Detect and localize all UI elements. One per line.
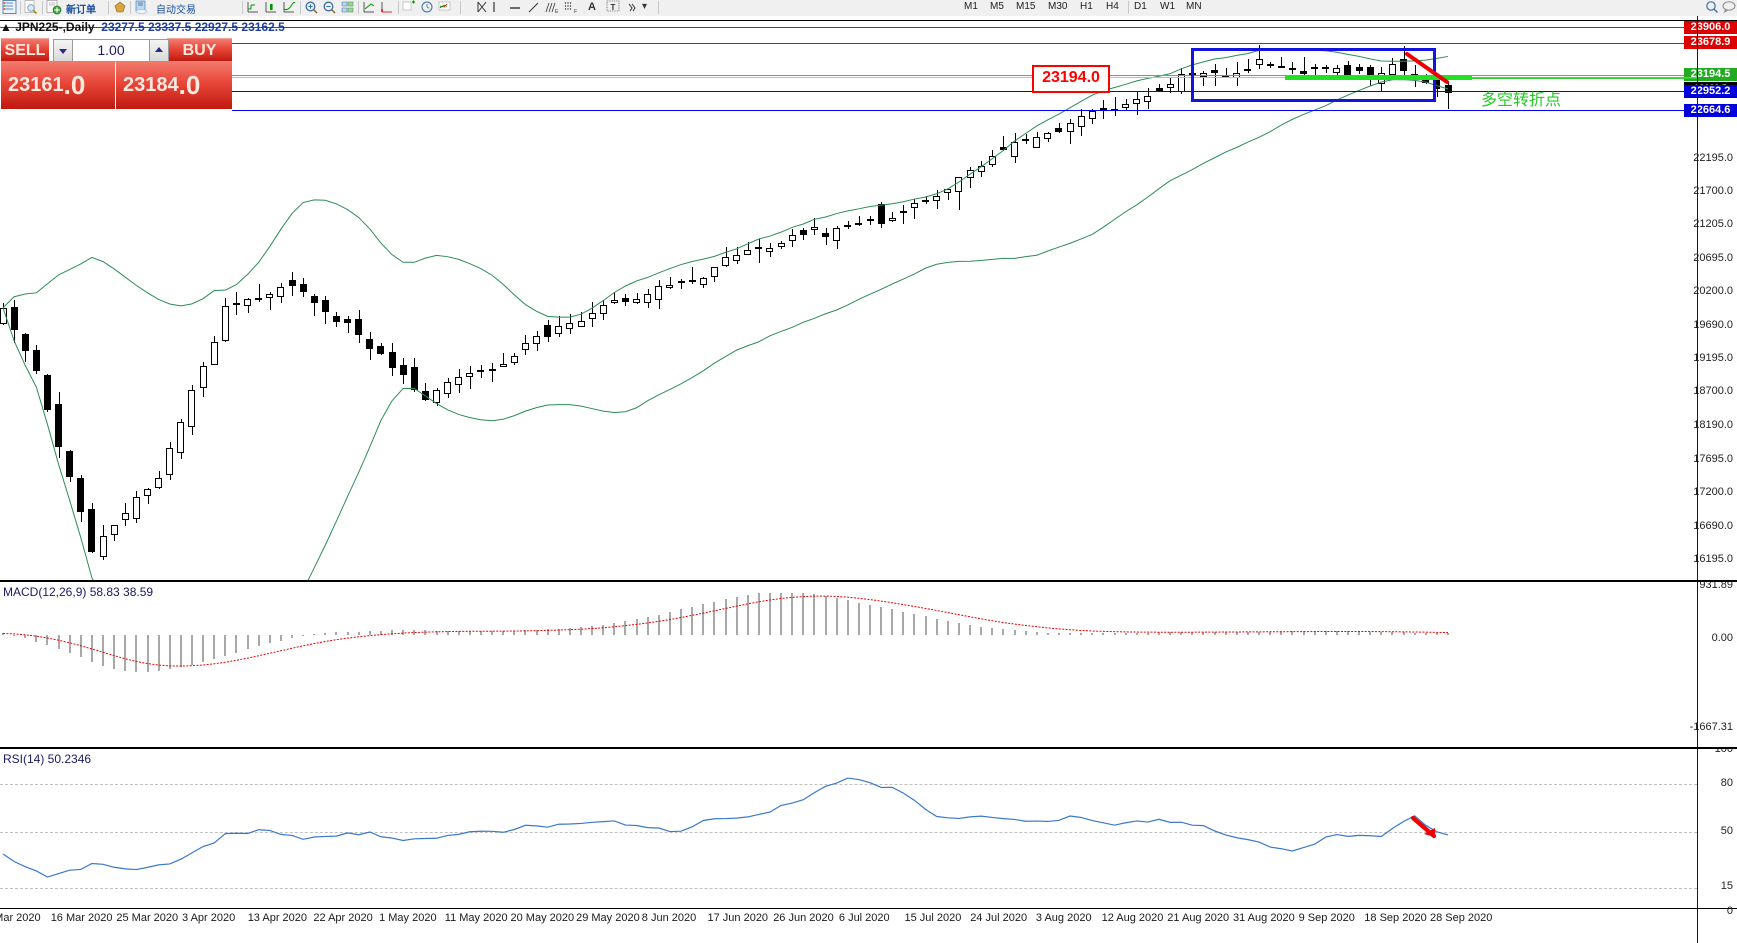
svg-text:E: E	[555, 9, 559, 15]
svg-text:T: T	[611, 3, 616, 12]
svg-text:F: F	[574, 9, 577, 15]
